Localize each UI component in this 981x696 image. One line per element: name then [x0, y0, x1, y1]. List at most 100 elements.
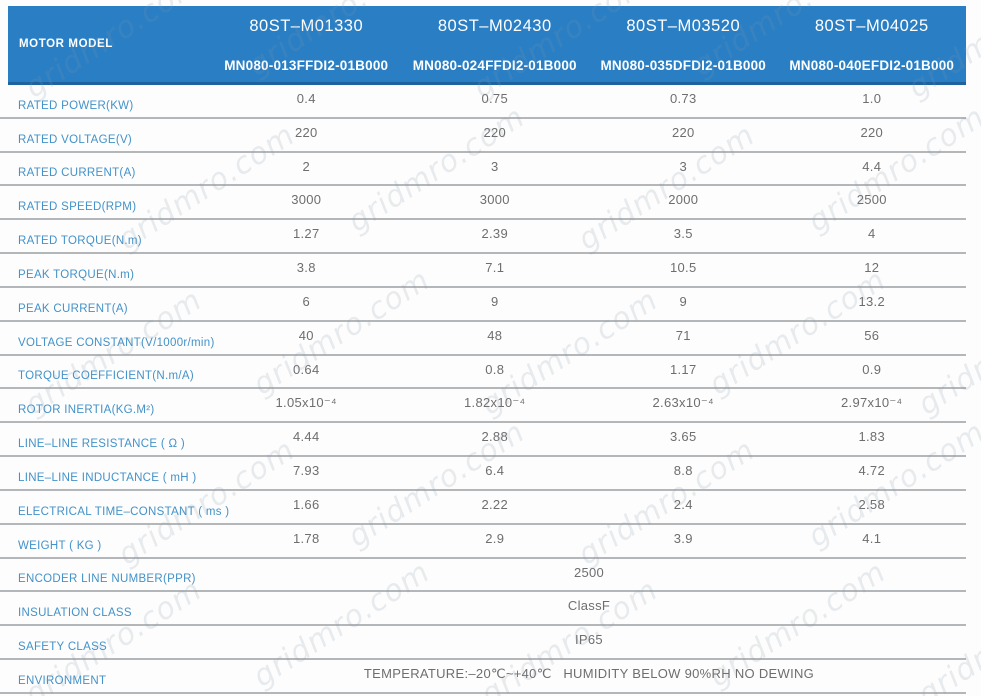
row-label: ENCODER LINE NUMBER(PPR) — [18, 573, 196, 586]
motor-spec-table-header: MOTOR MODEL 80ST–M01330 MN080-013FFDI2-0… — [8, 6, 966, 85]
row-label: PEAK CURRENT(A) — [18, 302, 128, 315]
value-cell: 2500 — [856, 192, 887, 208]
value-cell: 40 — [298, 327, 314, 343]
spec-row-line-inductance: LINE–LINE INDUCTANCE ( mH ) 7.93 6.4 8.8… — [0, 457, 966, 491]
motor-part-number: MN080-040EFDI2-01B000 — [789, 58, 955, 73]
value-cell: 2.97x10⁻⁴ — [841, 395, 903, 411]
value-cell: 7.93 — [292, 463, 320, 479]
value-cell: 2.63x10⁻⁴ — [652, 395, 714, 411]
value-cell: 9 — [679, 293, 688, 309]
value-cell: 3000 — [479, 192, 510, 208]
value-cell: 2.88 — [481, 429, 508, 445]
value-cell: 1.05x10⁻⁴ — [275, 395, 337, 411]
value-cell: 0.4 — [296, 91, 316, 106]
value-cell-span: TEMPERATURE:–20℃~+40℃ HUMIDITY BELOW 90%… — [363, 666, 815, 682]
value-cell: 4.44 — [292, 429, 320, 445]
spec-row-rated-speed: RATED SPEED(RPM) 3000 3000 2000 2500 — [0, 186, 966, 221]
header-column-2: 80ST–M02430 MN080-024FFDI2-01B000 — [401, 6, 590, 82]
spec-row-rated-current: RATED CURRENT(A) 2 3 3 4.4 — [0, 153, 966, 187]
row-label: RATED CURRENT(A) — [18, 167, 136, 180]
value-cell: 6.4 — [485, 463, 505, 479]
value-cell: 0.75 — [481, 91, 508, 106]
value-cell: 2000 — [668, 192, 699, 208]
row-label: LINE–LINE RESISTANCE ( Ω ) — [18, 438, 185, 451]
motor-model-header-label: MOTOR MODEL — [19, 38, 113, 50]
spec-row-encoder-line-number: ENCODER LINE NUMBER(PPR) 2500 — [0, 559, 966, 593]
value-cell: 0.73 — [669, 91, 697, 106]
value-cell: 3.5 — [673, 226, 693, 242]
value-cell: 3.8 — [296, 260, 316, 276]
motor-model-name: 80ST–M01330 — [249, 17, 364, 35]
header-column-3: 80ST–M03520 MN080-035DFDI2-01B000 — [589, 6, 778, 82]
value-cell: 3 — [490, 158, 499, 174]
spec-row-rated-voltage: RATED VOLTAGE(V) 220 220 220 220 — [0, 119, 966, 153]
value-cell: 13.2 — [858, 293, 885, 309]
value-cell: 3 — [679, 158, 688, 174]
value-cell: 1.17 — [669, 361, 697, 377]
value-cell: 9 — [490, 293, 499, 309]
value-cell: 8.8 — [673, 463, 693, 479]
value-cell: 220 — [483, 124, 507, 140]
header-column-4: 80ST–M04025 MN080-040EFDI2-01B000 — [778, 6, 967, 82]
value-cell: 48 — [487, 327, 503, 343]
value-cell: 12 — [864, 260, 880, 276]
spec-row-voltage-constant: VOLTAGE CONSTANT(V/1000r/min) 40 48 71 5… — [0, 322, 966, 356]
value-cell: 4.1 — [862, 530, 882, 546]
row-label: ENVIRONMENT — [18, 674, 107, 687]
motor-model-name: 80ST–M04025 — [814, 17, 929, 35]
spec-row-peak-current: PEAK CURRENT(A) 6 9 9 13.2 — [0, 288, 966, 322]
row-label: RATED TORQUE(N.m) — [18, 235, 142, 248]
value-cell: 4 — [867, 226, 876, 242]
value-cell: 1.82x10⁻⁴ — [464, 395, 526, 411]
spec-row-weight: WEIGHT ( KG ) 1.78 2.9 3.9 4.1 — [0, 525, 966, 559]
value-cell: 4.72 — [858, 463, 885, 479]
value-cell: 1.83 — [858, 429, 885, 445]
value-cell-span: ClassF — [567, 598, 611, 614]
value-cell: 2 — [302, 158, 311, 174]
motor-part-number: MN080-013FFDI2-01B000 — [224, 58, 389, 73]
spec-row-torque-coefficient: TORQUE COEFFICIENT(N.m/A) 0.64 0.8 1.17 … — [0, 356, 966, 390]
motor-model-name: 80ST–M03520 — [626, 17, 741, 35]
spec-row-rotor-inertia: ROTOR INERTIA(KG.M²) 1.05x10⁻⁴ 1.82x10⁻⁴… — [0, 389, 966, 424]
row-label: VOLTAGE CONSTANT(V/1000r/min) — [18, 336, 215, 349]
value-cell: 220 — [294, 124, 318, 140]
value-cell: 2.39 — [481, 226, 508, 242]
spec-row-rated-power: RATED POWER(KW) 0.4 0.75 0.73 1.0 — [0, 85, 966, 119]
row-label: ROTOR INERTIA(KG.M²) — [18, 404, 155, 417]
row-label: ELECTRICAL TIME–CONSTANT ( ms ) — [18, 505, 230, 518]
value-cell: 2.4 — [673, 496, 693, 512]
value-cell: 56 — [864, 327, 880, 343]
spec-row-rated-torque: RATED TORQUE(N.m) 1.27 2.39 3.5 4 — [0, 220, 966, 255]
header-column-1: 80ST–M01330 MN080-013FFDI2-01B000 — [212, 6, 401, 82]
motor-part-number: MN080-024FFDI2-01B000 — [412, 58, 577, 73]
row-label: RATED SPEED(RPM) — [18, 201, 137, 214]
value-cell-span: 2500 — [573, 564, 605, 580]
spec-row-insulation-class: INSULATION CLASS ClassF — [0, 592, 966, 627]
spec-row-line-resistance: LINE–LINE RESISTANCE ( Ω ) 4.44 2.88 3.6… — [0, 423, 966, 458]
value-cell: 3000 — [291, 192, 322, 208]
value-cell: 71 — [675, 327, 691, 343]
value-cell-span: IP65 — [575, 632, 603, 648]
spec-row-environment: ENVIRONMENT TEMPERATURE:–20℃~+40℃ HUMIDI… — [0, 660, 966, 694]
row-label: RATED VOLTAGE(V) — [18, 133, 133, 146]
spec-row-safety-class: SAFETY CLASS IP65 — [0, 626, 966, 661]
value-cell: 0.8 — [485, 361, 505, 377]
value-cell: 7.1 — [485, 260, 505, 276]
value-cell: 220 — [671, 124, 695, 140]
spec-row-electrical-time-constant: ELECTRICAL TIME–CONSTANT ( ms ) 1.66 2.2… — [0, 491, 966, 525]
value-cell: 1.66 — [292, 496, 320, 512]
row-label: LINE–LINE INDUCTANCE ( mH ) — [18, 471, 197, 484]
motor-part-number: MN080-035DFDI2-01B000 — [600, 58, 767, 73]
value-cell: 1.27 — [292, 226, 320, 242]
row-label: SAFETY CLASS — [18, 641, 108, 654]
value-cell: 220 — [860, 124, 884, 140]
value-cell: 4.4 — [862, 158, 882, 174]
value-cell: 10.5 — [669, 260, 697, 276]
value-cell: 3.65 — [669, 429, 697, 445]
value-cell: 2.58 — [858, 496, 885, 512]
value-cell: 1.0 — [862, 91, 882, 106]
row-label: INSULATION CLASS — [18, 607, 132, 620]
motor-spec-table-body: RATED POWER(KW) 0.4 0.75 0.73 1.0 RATED … — [0, 85, 966, 694]
value-cell: 2.9 — [485, 530, 505, 546]
value-cell: 1.78 — [292, 530, 320, 546]
